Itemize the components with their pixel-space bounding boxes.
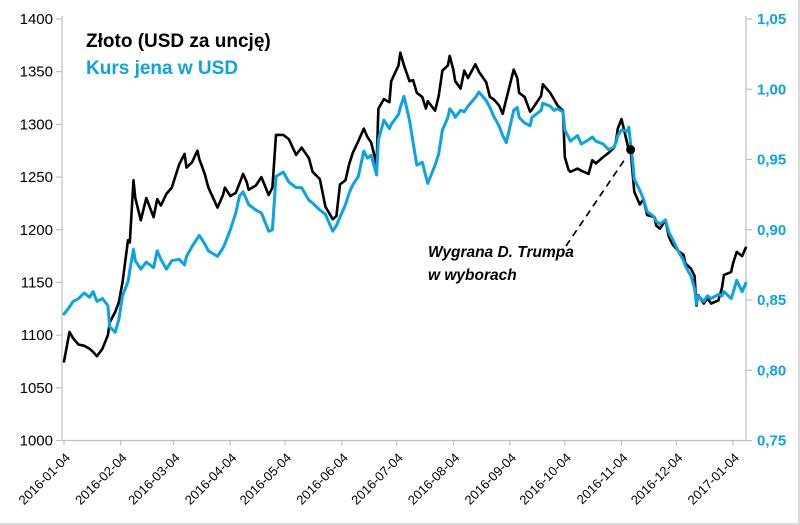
right-axis-tick-label: 0,75 xyxy=(757,433,786,450)
annotation-marker-dot xyxy=(626,145,636,155)
left-axis-tick-label: 1350 xyxy=(20,64,53,81)
right-axis-tick-label: 0,80 xyxy=(757,362,786,379)
right-axis-tick-label: 1,00 xyxy=(757,81,786,98)
yen-rate-line xyxy=(62,90,748,334)
right-axis-tick-label: 0,90 xyxy=(757,222,786,239)
x-axis-tick-label: 2016-07-04 xyxy=(348,450,406,508)
left-axis-tick-label: 1150 xyxy=(21,274,53,291)
legend-gold-series: Złoto (USD za uncję) xyxy=(86,31,271,52)
annotation-trump-win: Wygrana D. Trumpa w wyborach xyxy=(428,241,574,287)
x-axis-tick-label: 2017-01-04 xyxy=(684,450,742,508)
annotation-line-2: w wyborach xyxy=(428,267,517,284)
left-axis-tick-label: 1400 xyxy=(20,11,53,28)
x-axis-tick-label: 2016-09-04 xyxy=(461,450,519,508)
left-axis-tick-label: 1050 xyxy=(20,380,53,397)
x-axis-tick-label: 2016-08-04 xyxy=(405,450,463,508)
left-axis-tick-label: 1200 xyxy=(20,222,53,239)
chart-legend: Złoto (USD za uncję) Kurs jena w USD xyxy=(86,28,271,82)
gold-price-line xyxy=(62,51,748,363)
x-axis-tick-label: 2016-05-04 xyxy=(237,450,295,508)
left-axis-tick-label: 1300 xyxy=(20,116,53,133)
right-axis-tick-label: 0,95 xyxy=(757,152,786,169)
x-axis-tick-label: 2016-06-04 xyxy=(293,450,351,508)
right-axis-tick-label: 1,05 xyxy=(757,11,786,28)
x-axis-tick-label: 2016-10-04 xyxy=(516,450,574,508)
right-axis-tick-label: 0,85 xyxy=(757,292,786,309)
annotation-pointer-line xyxy=(565,156,628,247)
x-axis-tick-label: 2016-04-04 xyxy=(182,450,240,508)
legend-yen-series: Kurs jena w USD xyxy=(86,58,239,79)
x-axis-tick-label: 2016-02-04 xyxy=(72,450,130,508)
left-axis-tick-label: 1100 xyxy=(21,327,53,344)
x-axis-tick-label: 2016-11-04 xyxy=(574,450,631,507)
annotation-line-1: Wygrana D. Trumpa xyxy=(428,244,574,261)
x-axis-tick-label: 2016-01-04 xyxy=(15,450,73,508)
left-axis-tick-label: 1250 xyxy=(20,169,53,186)
x-axis-tick-label: 2016-03-04 xyxy=(125,450,183,508)
x-axis-tick-label: 2016-12-04 xyxy=(628,450,686,508)
left-axis-tick-label: 1000 xyxy=(20,433,53,450)
